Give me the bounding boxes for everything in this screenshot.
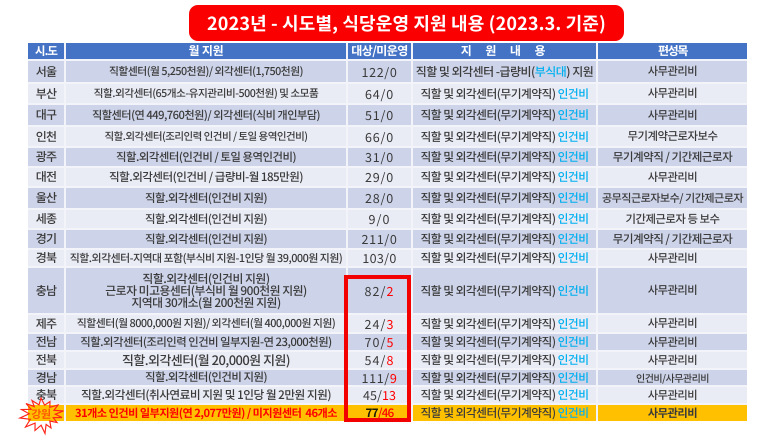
svg-text:강원: 강원 [31,406,51,422]
